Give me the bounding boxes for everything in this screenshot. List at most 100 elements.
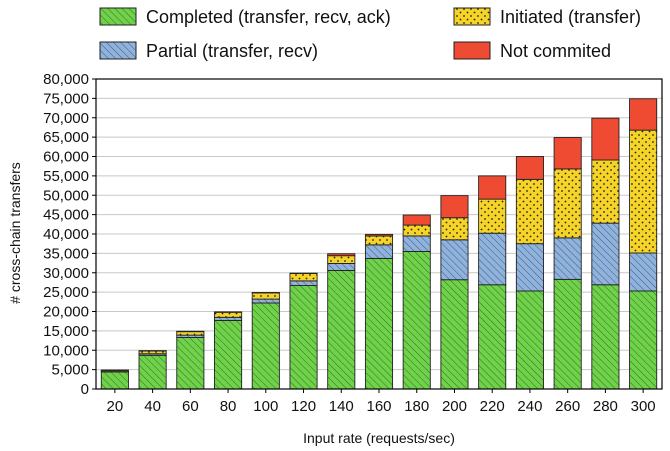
bar-stacks — [100, 98, 658, 390]
bar-segment-pattern — [214, 320, 242, 389]
y-tick-label: 0 — [81, 381, 89, 398]
y-tick-label: 35,000 — [43, 245, 89, 262]
bar-segment-pattern — [365, 235, 393, 245]
bar-segment-pattern — [289, 285, 318, 389]
bar-segment-pattern — [289, 273, 318, 281]
y-axis-label: # cross-chain transfers — [7, 162, 23, 304]
y-tick-label: 5,000 — [51, 362, 89, 379]
x-tick-label: 40 — [144, 398, 161, 415]
bar-segment-pattern — [403, 251, 431, 389]
bar-segment-pattern — [591, 159, 619, 224]
bar-segment-pattern — [176, 337, 204, 389]
bar-segment-pattern — [252, 302, 280, 389]
x-axis-label: Input rate (requests/sec) — [303, 430, 455, 446]
bar-segment-pattern — [516, 243, 544, 291]
x-tick-label: 220 — [480, 398, 505, 415]
y-tick-label: 55,000 — [43, 168, 89, 185]
plot-frame — [95, 78, 663, 390]
legend-swatch-pattern — [454, 8, 490, 25]
x-tick-label: 140 — [329, 398, 354, 415]
bar-segment-pattern — [554, 279, 582, 389]
y-tick-label: 20,000 — [43, 304, 89, 321]
bar-segment-pattern — [629, 252, 657, 291]
bar-segment — [364, 233, 394, 237]
bar-segment — [478, 175, 507, 200]
bar-segment-pattern — [176, 331, 204, 336]
bar-segment-pattern — [214, 312, 242, 318]
bar-segment-pattern — [252, 292, 280, 300]
bar-segment-pattern — [591, 284, 619, 389]
bar-segment-pattern — [440, 217, 469, 240]
bar-segment-pattern — [327, 270, 355, 389]
legend-swatch-pattern — [100, 8, 136, 25]
bar-segment-pattern — [554, 168, 582, 238]
y-tick-label: 25,000 — [43, 284, 89, 301]
bar-segment-pattern — [516, 179, 544, 244]
bar-segment — [515, 156, 544, 180]
legend-label: Initiated (transfer) — [500, 7, 641, 27]
y-tick-label: 40,000 — [43, 226, 89, 243]
y-tick-label: 65,000 — [43, 129, 89, 146]
y-tick-label: 15,000 — [43, 323, 89, 340]
bar-segment-pattern — [327, 255, 355, 264]
bar-segment — [591, 117, 620, 161]
legend-label: Partial (transfer, recv) — [146, 41, 318, 61]
bar-segment — [440, 195, 469, 219]
y-tick-label: 45,000 — [43, 207, 89, 224]
x-tick-label: 100 — [253, 398, 278, 415]
x-tick-label: 260 — [555, 398, 580, 415]
bar-segment-pattern — [289, 280, 318, 286]
y-tick-label: 75,000 — [43, 90, 89, 107]
legend-swatch-pattern — [100, 42, 136, 59]
x-tick-label: 180 — [404, 398, 429, 415]
bar-segment-pattern — [365, 258, 393, 389]
x-tick-label: 120 — [291, 398, 316, 415]
bar-segment-pattern — [214, 317, 242, 321]
bar-segment-pattern — [516, 290, 544, 389]
x-tick-label: 280 — [593, 398, 618, 415]
bar-segment-pattern — [478, 284, 506, 389]
bar-segment-pattern — [139, 353, 167, 356]
y-tick-label: 80,000 — [43, 71, 89, 88]
legend-label: Not commited — [500, 41, 611, 61]
bar-segment — [629, 98, 658, 131]
y-tick-label: 50,000 — [43, 187, 89, 204]
axes: 0 5,000 10,000 15,000 20,000 25,000 30,000 35,0… — [43, 71, 663, 415]
bar-segment-pattern — [252, 299, 280, 303]
bar-segment-pattern — [440, 239, 469, 280]
x-tick-label: 20 — [107, 398, 124, 415]
x-tick-label: 160 — [366, 398, 391, 415]
bar-segment — [553, 137, 582, 170]
y-tick-label: 60,000 — [43, 149, 89, 166]
bar-segment-pattern — [101, 371, 129, 389]
y-tick-label: 30,000 — [43, 265, 89, 282]
bar-segment-pattern — [176, 335, 204, 338]
chart-legend: Completed (transfer, recv, ack) Partial (… — [99, 7, 641, 61]
legend-label: Completed (transfer, recv, ack) — [146, 7, 391, 27]
bar-segment-pattern — [365, 244, 393, 259]
bar-segment-pattern — [478, 233, 506, 285]
x-tick-label: 60 — [182, 398, 199, 415]
bar-segment-pattern — [629, 290, 657, 389]
bar-segment-pattern — [478, 199, 506, 234]
x-tick-label: 80 — [220, 398, 237, 415]
bar-segment-pattern — [327, 263, 355, 271]
legend-swatch — [453, 41, 491, 60]
bar-segment-pattern — [591, 223, 619, 285]
bar-segment-pattern — [403, 225, 431, 236]
bar-segment-pattern — [629, 130, 657, 253]
x-tick-label: 200 — [442, 398, 467, 415]
bar-segment-pattern — [440, 279, 469, 389]
x-tick-label: 300 — [631, 398, 656, 415]
bar-segment-pattern — [554, 237, 582, 280]
bar-segment-pattern — [101, 370, 129, 372]
y-tick-label: 10,000 — [43, 342, 89, 359]
bar-segment-pattern — [403, 235, 431, 252]
bar-segment-pattern — [139, 355, 167, 389]
y-tick-label: 70,000 — [43, 110, 89, 127]
bar-segment — [327, 253, 356, 257]
x-tick-label: 240 — [517, 398, 542, 415]
bar-segment — [402, 214, 431, 226]
bar-segment-pattern — [139, 351, 167, 354]
